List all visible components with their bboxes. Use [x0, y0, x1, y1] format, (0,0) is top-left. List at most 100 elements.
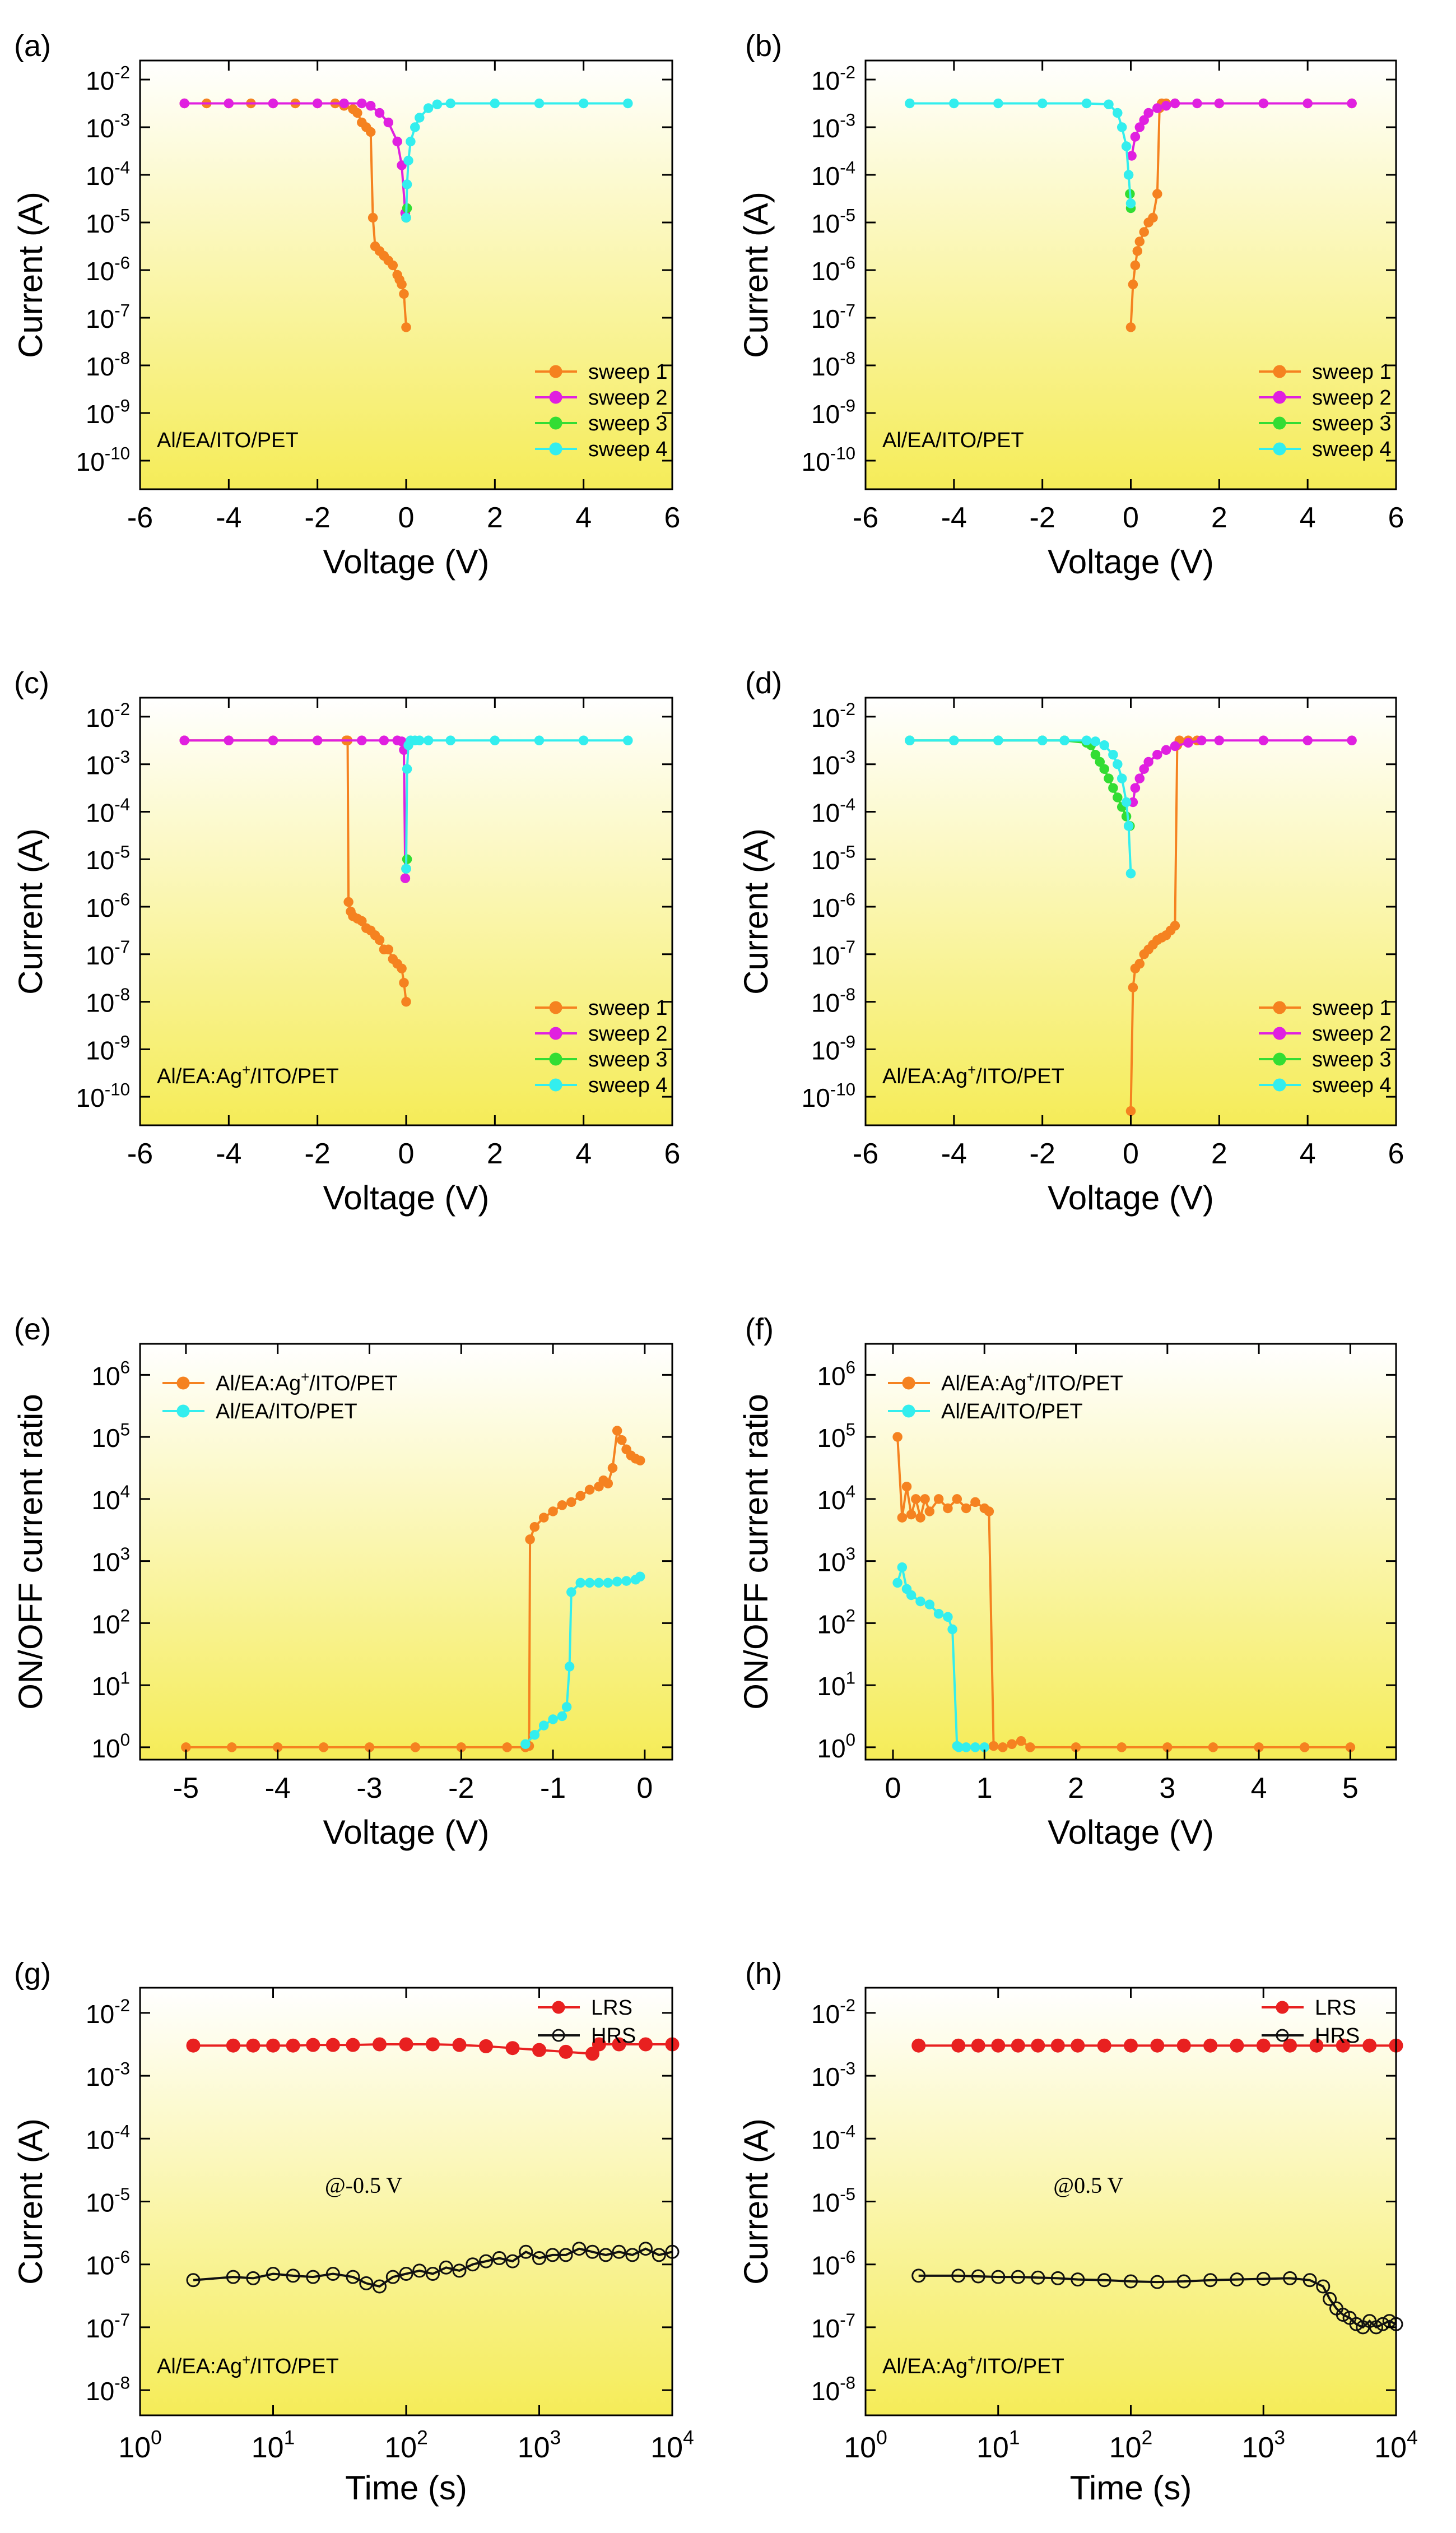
data-point [529, 1729, 540, 1740]
x-tick-label-exponent: 3 [550, 2427, 561, 2449]
data-point [625, 2248, 640, 2262]
y-tick-label-exponent: 5 [120, 1419, 130, 1439]
y-tick-label-exponent: -4 [114, 795, 130, 814]
y-tick-label-base: 10 [86, 161, 114, 191]
data-point [1197, 735, 1207, 746]
y-tick-label-base: 10 [811, 893, 840, 922]
y-tick-label: 10-8 [86, 348, 130, 381]
y-tick-label: 105 [817, 1419, 855, 1453]
y-tick-label-base: 10 [91, 1609, 120, 1639]
x-axis-title: Voltage (V) [323, 1813, 490, 1851]
data-point [1143, 757, 1153, 767]
x-tick-label-base: 10 [1109, 2432, 1142, 2464]
data-point [346, 906, 356, 917]
legend-marker [549, 1078, 562, 1092]
data-point [1130, 260, 1141, 271]
y-tick-label-base: 10 [76, 447, 105, 476]
data-point [915, 1596, 925, 1607]
data-point [306, 2038, 320, 2052]
y-tick-label-exponent: -8 [114, 985, 130, 1004]
legend: Al/EA:Ag+/ITO/PET Al/EA/ITO/PET [888, 1370, 1123, 1423]
y-tick-label-exponent: -4 [840, 157, 855, 177]
y-tick-label-base: 10 [817, 1609, 845, 1639]
data-point [1349, 2317, 1364, 2331]
y-tick-label-exponent: -5 [114, 842, 130, 862]
x-tick-label: 0 [1123, 502, 1139, 534]
data-point [1148, 212, 1158, 223]
y-tick-label-exponent: 5 [846, 1419, 855, 1439]
data-point [578, 735, 589, 746]
data-point [951, 2268, 966, 2283]
x-tick-label: -6 [853, 502, 878, 534]
data-point [961, 1742, 971, 1752]
y-tick-label-base: 10 [811, 114, 840, 143]
y-tick-label-base: 10 [811, 304, 840, 333]
y-tick-label-exponent: 0 [846, 1730, 855, 1750]
y-tick-label-base: 10 [86, 2188, 114, 2217]
y-tick-label-exponent: -7 [840, 300, 855, 320]
x-tick-label: -4 [941, 502, 967, 534]
data-point [1099, 740, 1109, 750]
data-point [545, 2248, 560, 2262]
x-tick-label: -2 [448, 1772, 474, 1804]
y-tick-label-base: 10 [91, 1486, 120, 1515]
axes-frame [864, 1343, 1397, 1761]
data-point [991, 2270, 1006, 2284]
y-tick-label-exponent: -7 [114, 2310, 130, 2330]
data-point [1192, 98, 1202, 109]
data-point [993, 98, 1003, 109]
y-tick-label-exponent: -8 [114, 348, 130, 368]
data-point [534, 98, 545, 109]
plot-area [140, 1988, 672, 2415]
y-tick-label: 10-5 [811, 2184, 855, 2217]
data-point [1113, 792, 1123, 802]
data-point [492, 2251, 506, 2265]
data-point [410, 122, 420, 132]
data-point [346, 2038, 360, 2052]
y-tick-label-exponent: -5 [840, 2184, 855, 2204]
data-point [652, 2248, 666, 2262]
x-tick-label-base: 10 [1241, 2432, 1274, 2464]
data-point [1128, 279, 1138, 290]
data-point [1336, 2308, 1350, 2322]
panel-label: (f) [745, 1312, 774, 1346]
data-point [1152, 103, 1162, 113]
x-tick-label: -2 [305, 502, 331, 534]
y-tick-label-base: 10 [811, 2188, 840, 2217]
y-tick-label-exponent: -5 [840, 205, 855, 225]
data-point [325, 2267, 340, 2281]
legend-marker [552, 2029, 565, 2042]
data-point [1117, 122, 1127, 132]
data-point [402, 179, 412, 189]
data-point [401, 212, 411, 223]
data-point [374, 108, 385, 118]
y-tick-label-base: 10 [86, 846, 114, 875]
data-point [1125, 1106, 1136, 1116]
data-point [479, 2039, 493, 2053]
y-tick-label: 10-10 [76, 443, 130, 476]
legend-marker [1273, 416, 1286, 430]
data-point [357, 117, 367, 128]
y-tick-label: 10-9 [811, 396, 855, 429]
legend-label: sweep 4 [588, 1074, 668, 1097]
plot-area [866, 61, 1396, 489]
y-tick-label: 10-6 [811, 253, 855, 286]
data-point [1152, 749, 1162, 760]
bias-annotation: @0.5 V [1053, 2173, 1123, 2198]
y-tick-label: 100 [91, 1730, 130, 1763]
data-point [1176, 2274, 1191, 2289]
y-tick-label-exponent: -4 [840, 795, 855, 814]
chart-panel-b: (b)-6 -4 -2 0 2 4 610-1010-910-810-710-610-510… [737, 29, 1404, 581]
y-tick-label-exponent: -3 [840, 110, 855, 129]
data-point [490, 735, 500, 746]
data-point [402, 764, 412, 774]
y-tick-label-base: 10 [811, 989, 840, 1018]
data-point [920, 1494, 930, 1504]
legend-label: sweep 4 [588, 438, 668, 461]
device-annotation-part: /ITO/PET [976, 1065, 1064, 1088]
data-point [1050, 2271, 1065, 2285]
y-tick-label: 10-7 [86, 2310, 130, 2343]
y-tick-label: 10-3 [811, 747, 855, 780]
